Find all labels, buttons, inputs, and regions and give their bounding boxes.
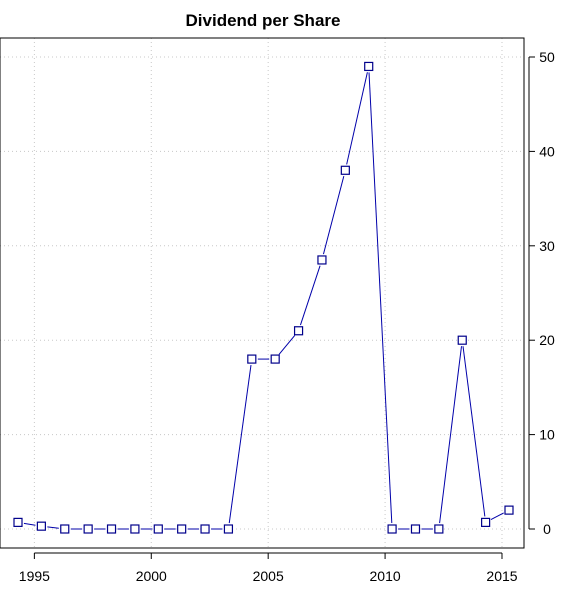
series-segment bbox=[490, 512, 504, 521]
series-segment bbox=[47, 526, 59, 529]
series-segment bbox=[439, 346, 462, 524]
data-point bbox=[247, 354, 257, 364]
data-point bbox=[153, 524, 163, 534]
data-point bbox=[317, 255, 327, 265]
series-segment bbox=[462, 346, 486, 517]
data-point bbox=[83, 524, 93, 534]
y-tick-label: 0 bbox=[543, 521, 551, 537]
data-point bbox=[223, 524, 234, 534]
x-tick-label: 2005 bbox=[253, 568, 284, 584]
y-tick-label: 40 bbox=[539, 143, 555, 159]
data-point bbox=[340, 165, 350, 175]
data-point bbox=[364, 61, 374, 72]
data-point bbox=[434, 524, 444, 534]
data-point bbox=[410, 524, 421, 534]
data-point bbox=[177, 524, 187, 534]
data-point bbox=[200, 524, 210, 534]
series-segment bbox=[228, 364, 252, 524]
x-tick-label: 1995 bbox=[19, 568, 50, 584]
data-point bbox=[270, 354, 280, 364]
data-point bbox=[60, 524, 70, 534]
data-point bbox=[387, 524, 397, 534]
series-segment bbox=[322, 175, 345, 255]
series-segment bbox=[346, 72, 368, 165]
chart-title: Dividend per Share bbox=[186, 11, 341, 30]
y-tick-label: 30 bbox=[539, 238, 555, 254]
series-segment bbox=[368, 72, 393, 524]
data-point bbox=[130, 524, 140, 534]
x-tick-label: 2010 bbox=[370, 568, 401, 584]
x-tick-label: 2000 bbox=[136, 568, 167, 584]
grid-layer bbox=[0, 38, 524, 548]
data-point bbox=[36, 521, 46, 531]
data-point bbox=[457, 335, 467, 345]
series-segment bbox=[299, 265, 321, 326]
y-tick-label: 10 bbox=[539, 427, 555, 443]
axes-layer: 1995 2000 2005 2010 2015 0 10 20 30 40 50 bbox=[19, 49, 555, 584]
data-point bbox=[481, 517, 491, 527]
data-point bbox=[504, 505, 514, 515]
data-point bbox=[13, 517, 23, 527]
series-layer bbox=[13, 61, 514, 534]
data-point bbox=[293, 326, 304, 336]
data-point bbox=[106, 524, 117, 534]
plot-frame bbox=[0, 37, 525, 549]
series-segment bbox=[23, 522, 36, 526]
y-tick-label: 20 bbox=[539, 332, 555, 348]
x-tick-label: 2015 bbox=[486, 568, 517, 584]
y-tick-label: 50 bbox=[539, 49, 555, 65]
series-segment bbox=[278, 335, 296, 355]
